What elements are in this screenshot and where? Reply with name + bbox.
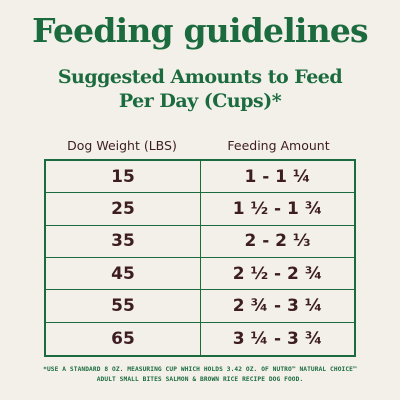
amount-cell: 2 - 2 ⅓ — [244, 231, 311, 252]
feeding-table: 15 1 - 1 ¼ 25 1 ½ - 1 ¾ 35 2 - 2 ⅓ 45 2 … — [44, 159, 356, 357]
table-row: 45 2 ½ - 2 ¾ — [46, 257, 354, 291]
weight-cell: 65 — [46, 322, 201, 355]
amount-cell: 2 ½ - 2 ¾ — [232, 263, 323, 284]
weight-cell: 35 — [46, 225, 201, 257]
footnote-line-1: *USE A STANDARD 8 OZ. MEASURING CUP WHIC… — [43, 366, 357, 373]
table-row: 55 2 ¾ - 3 ¼ — [46, 290, 354, 323]
subtitle-line-1: Suggested Amounts to Feed — [57, 66, 343, 88]
column-header-weight: Dog Weight (LBS) — [67, 138, 177, 153]
footnote-line-2: ADULT SMALL BITES SALMON & BROWN RICE RE… — [96, 376, 304, 383]
weight-cell: 55 — [46, 290, 201, 322]
amount-cell: 1 ½ - 1 ¾ — [232, 198, 323, 219]
weight-cell: 45 — [46, 257, 201, 290]
weight-cell: 25 — [46, 193, 201, 225]
footnote: *USE A STANDARD 8 OZ. MEASURING CUP WHIC… — [0, 365, 400, 385]
table-row: 65 3 ¼ - 3 ¾ — [46, 322, 354, 355]
amount-cell: 3 ¼ - 3 ¾ — [232, 328, 323, 349]
page-title: Feeding guidelines — [32, 11, 369, 50]
table-row: 15 1 - 1 ¼ — [46, 161, 354, 194]
subtitle-line-2: Per Day (Cups)* — [118, 90, 282, 112]
table-row: 25 1 ½ - 1 ¾ — [46, 193, 354, 226]
subtitle: Suggested Amounts to Feed Per Day (Cups)… — [0, 65, 400, 113]
column-header-amount: Feeding Amount — [227, 138, 330, 153]
amount-cell: 1 - 1 ¼ — [244, 166, 311, 187]
amount-cell: 2 ¾ - 3 ¼ — [232, 295, 323, 316]
weight-cell: 15 — [46, 161, 201, 193]
table-row: 35 2 - 2 ⅓ — [46, 225, 354, 258]
